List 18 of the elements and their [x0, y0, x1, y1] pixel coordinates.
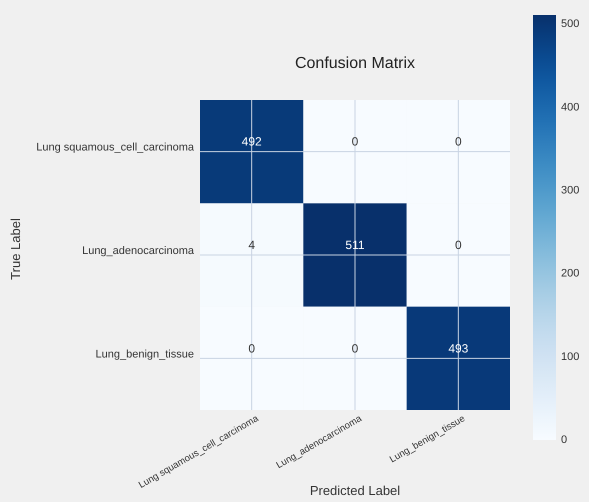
- y-axis-title: True Label: [8, 218, 23, 280]
- color-bar-label: 300: [561, 184, 580, 196]
- y-tick-label: Lung squamous_cell_carcinoma: [36, 142, 195, 154]
- color-bar-label: 100: [561, 350, 580, 363]
- data-label: 4: [248, 238, 256, 252]
- data-label: 0: [352, 341, 359, 356]
- data-label: 0: [454, 134, 462, 149]
- color-bar-label: 400: [561, 101, 580, 114]
- y-tick-label: Lung_adenocarcinoma: [82, 245, 195, 257]
- chart-title: Confusion Matrix: [294, 55, 416, 72]
- data-label: 0: [248, 341, 256, 356]
- x-axis-title: Predicted Label: [310, 483, 400, 498]
- color-bar-label: 500: [561, 18, 580, 30]
- y-tick-label: Lung_benign_tissue: [96, 348, 194, 360]
- color-bar-label: 0: [561, 434, 568, 446]
- color-bar-label: 200: [561, 268, 580, 280]
- data-label: 0: [454, 238, 462, 252]
- data-label: 0: [352, 134, 359, 149]
